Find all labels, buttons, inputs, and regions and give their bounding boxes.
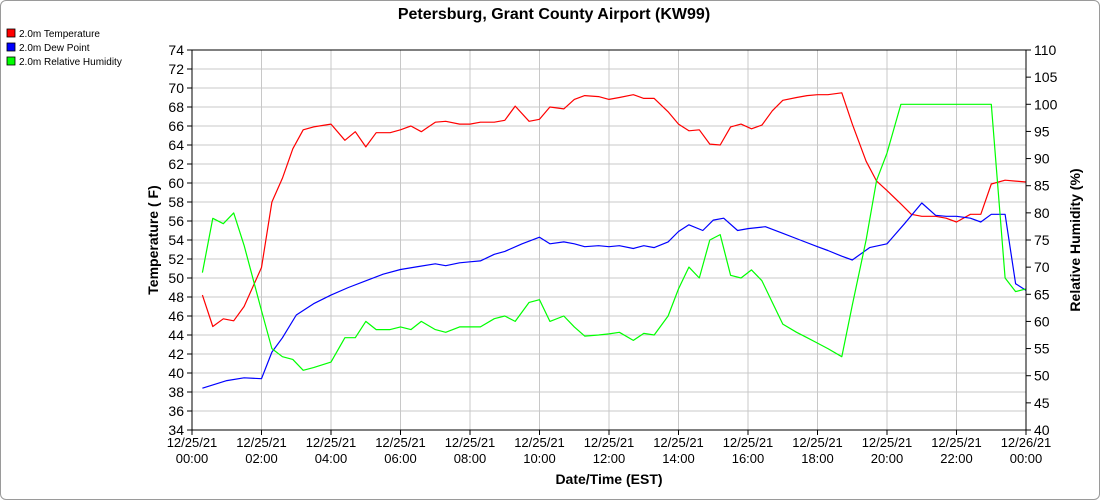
x-tick-label: 12/25/21 20:00: [862, 435, 913, 466]
y2-tick-label: 105: [1034, 69, 1058, 85]
x-tick-date: 12/25/21: [584, 435, 635, 450]
y-axis-title: Temperature ( F): [145, 185, 161, 294]
y-tick-label: 68: [168, 99, 184, 115]
x-tick-date: 12/25/21: [167, 435, 218, 450]
x-tick-time: 08:00: [454, 451, 487, 466]
legend-label-relative-humidity: 2.0m Relative Humidity: [19, 57, 122, 68]
legend-entry-dew-point: 2.0m Dew Point: [6, 42, 90, 54]
y-tick-label: 36: [168, 403, 184, 419]
y-tick-label: 56: [168, 213, 184, 229]
y-tick-label: 72: [168, 61, 184, 77]
x-tick-time: 02:00: [245, 451, 278, 466]
y2-tick-label: 95: [1034, 123, 1050, 139]
y-tick-label: 58: [168, 194, 184, 210]
y2-tick-label: 90: [1034, 151, 1050, 167]
y-tick-label: 40: [168, 365, 184, 381]
y-tick-label: 70: [168, 80, 184, 96]
x-tick-label: 12/25/21 12:00: [584, 435, 635, 466]
x-tick-label: 12/25/21 22:00: [931, 435, 982, 466]
x-tick-label: 12/25/21 04:00: [306, 435, 357, 466]
x-tick-label: 12/26/21 00:00: [1001, 435, 1052, 466]
chart-title: Petersburg, Grant County Airport (KW99): [398, 6, 710, 23]
x-tick-date: 12/25/21: [931, 435, 982, 450]
x-tick-time: 20:00: [871, 451, 904, 466]
x-tick-time: 16:00: [732, 451, 765, 466]
relative-humidity-line: [201, 103, 1027, 371]
y-tick-label: 60: [168, 175, 184, 191]
x-tick-date: 12/25/21: [723, 435, 774, 450]
x-tick-date: 12/25/21: [792, 435, 843, 450]
x-tick-time: 12:00: [593, 451, 626, 466]
x-tick-time: 00:00: [176, 451, 209, 466]
temperature-line: [201, 92, 1027, 328]
y-axis-ticks: 34 36 38 40 42 44 46 48 50 52 54 56 58 60 62 64 66 68 70 72…: [168, 42, 192, 438]
y2-tick-label: 85: [1034, 178, 1050, 194]
y2-tick-label: 75: [1034, 232, 1050, 248]
y2-axis-title: Relative Humidity (%): [1067, 168, 1083, 311]
x-tick-time: 22:00: [940, 451, 973, 466]
legend-swatch-temperature: [6, 28, 16, 38]
y-tick-label: 48: [168, 289, 184, 305]
x-tick-label: 12/25/21 18:00: [792, 435, 843, 466]
y2-tick-label: 60: [1034, 313, 1050, 329]
y-tick-label: 34: [168, 422, 184, 438]
y-tick-label: 74: [168, 42, 184, 58]
legend-entry-relative-humidity: 2.0m Relative Humidity: [6, 56, 122, 68]
x-tick-label: 12/25/21 00:00: [167, 435, 218, 466]
y2-tick-label: 40: [1034, 422, 1050, 438]
legend-label-dew-point: 2.0m Dew Point: [19, 43, 90, 54]
x-tick-label: 12/25/21 06:00: [375, 435, 426, 466]
x-tick-date: 12/25/21: [236, 435, 287, 450]
legend: 2.0m Temperature 2.0m Dew Point 2.0m Rel…: [6, 28, 122, 68]
x-tick-date: 12/25/21: [445, 435, 496, 450]
series-lines: [201, 92, 1027, 389]
y2-tick-label: 70: [1034, 259, 1050, 275]
y-tick-label: 52: [168, 251, 184, 267]
y2-tick-label: 50: [1034, 368, 1050, 384]
legend-swatch-dew-point: [6, 42, 16, 52]
x-tick-date: 12/25/21: [862, 435, 913, 450]
y-tick-label: 44: [168, 327, 184, 343]
y-tick-label: 66: [168, 118, 184, 134]
dew-point-line: [202, 202, 1027, 389]
legend-entry-temperature: 2.0m Temperature: [6, 28, 100, 40]
x-tick-label: 12/25/21 02:00: [236, 435, 287, 466]
x-tick-label: 12/25/21 14:00: [653, 435, 704, 466]
x-tick-time: 06:00: [384, 451, 417, 466]
x-tick-date: 12/25/21: [514, 435, 565, 450]
x-tick-label: 12/25/21 16:00: [723, 435, 774, 466]
x-axis-title: Date/Time (EST): [555, 471, 662, 487]
y2-tick-label: 65: [1034, 286, 1050, 302]
y2-tick-label: 45: [1034, 395, 1050, 411]
y-tick-label: 38: [168, 384, 184, 400]
x-tick-label: 12/25/21 10:00: [514, 435, 565, 466]
x-tick-date: 12/25/21: [653, 435, 704, 450]
x-tick-label: 12/25/21 08:00: [445, 435, 496, 466]
x-tick-time: 14:00: [662, 451, 695, 466]
y-tick-label: 54: [168, 232, 184, 248]
x-tick-time: 04:00: [315, 451, 348, 466]
grid-lines: [192, 50, 1026, 430]
y2-tick-label: 55: [1034, 341, 1050, 357]
legend-label-temperature: 2.0m Temperature: [19, 29, 100, 40]
y-tick-label: 42: [168, 346, 184, 362]
x-tick-time: 00:00: [1010, 451, 1043, 466]
y2-tick-label: 80: [1034, 205, 1050, 221]
y-tick-label: 46: [168, 308, 184, 324]
y2-axis-ticks: 40 45 50 55 60 65 70 75 80 85 90 95 100 105 110: [1026, 42, 1058, 438]
legend-swatch-relative-humidity: [6, 56, 16, 66]
x-tick-date: 12/25/21: [375, 435, 426, 450]
y-tick-label: 64: [168, 137, 184, 153]
y2-tick-label: 110: [1034, 42, 1057, 58]
y-tick-label: 62: [168, 156, 184, 172]
y-tick-label: 50: [168, 270, 184, 286]
x-tick-date: 12/26/21: [1001, 435, 1052, 450]
x-tick-time: 10:00: [523, 451, 556, 466]
x-tick-date: 12/25/21: [306, 435, 357, 450]
x-tick-time: 18:00: [801, 451, 834, 466]
y2-tick-label: 100: [1034, 96, 1058, 112]
